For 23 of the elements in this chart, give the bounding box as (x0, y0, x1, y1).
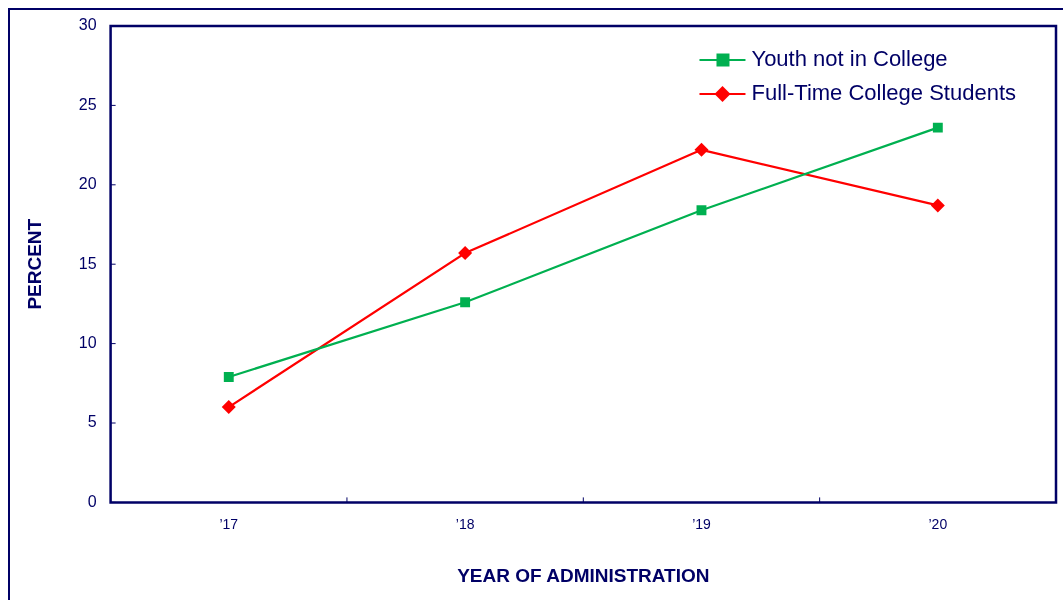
y-tick-label: 30 (78, 16, 97, 34)
point (221, 400, 236, 415)
y-tick-label: 15 (78, 254, 97, 272)
x-tick-label: ’17 (219, 515, 239, 532)
x-axis-title: YEAR OF ADMINISTRATION (457, 564, 710, 586)
point (694, 142, 709, 157)
point (930, 198, 945, 213)
point (696, 205, 707, 216)
x-tick-label: ’18 (455, 515, 475, 532)
y-tick-label: 0 (87, 492, 97, 510)
y-tick-label: 25 (78, 95, 97, 113)
point (932, 122, 943, 133)
y-tick-label: 20 (78, 175, 97, 193)
y-tick-label: 10 (78, 334, 97, 352)
x-tick-label: ’19 (692, 515, 712, 532)
point (458, 246, 473, 261)
legend-label: Youth not in College (751, 46, 948, 72)
legend-label: Full-Time College Students (751, 80, 1016, 106)
x-tick-label: ’20 (928, 515, 948, 532)
y-axis-title: PERCENT (23, 218, 45, 310)
y-tick-label: 5 (87, 413, 97, 431)
point (460, 297, 471, 308)
point (223, 372, 234, 382)
